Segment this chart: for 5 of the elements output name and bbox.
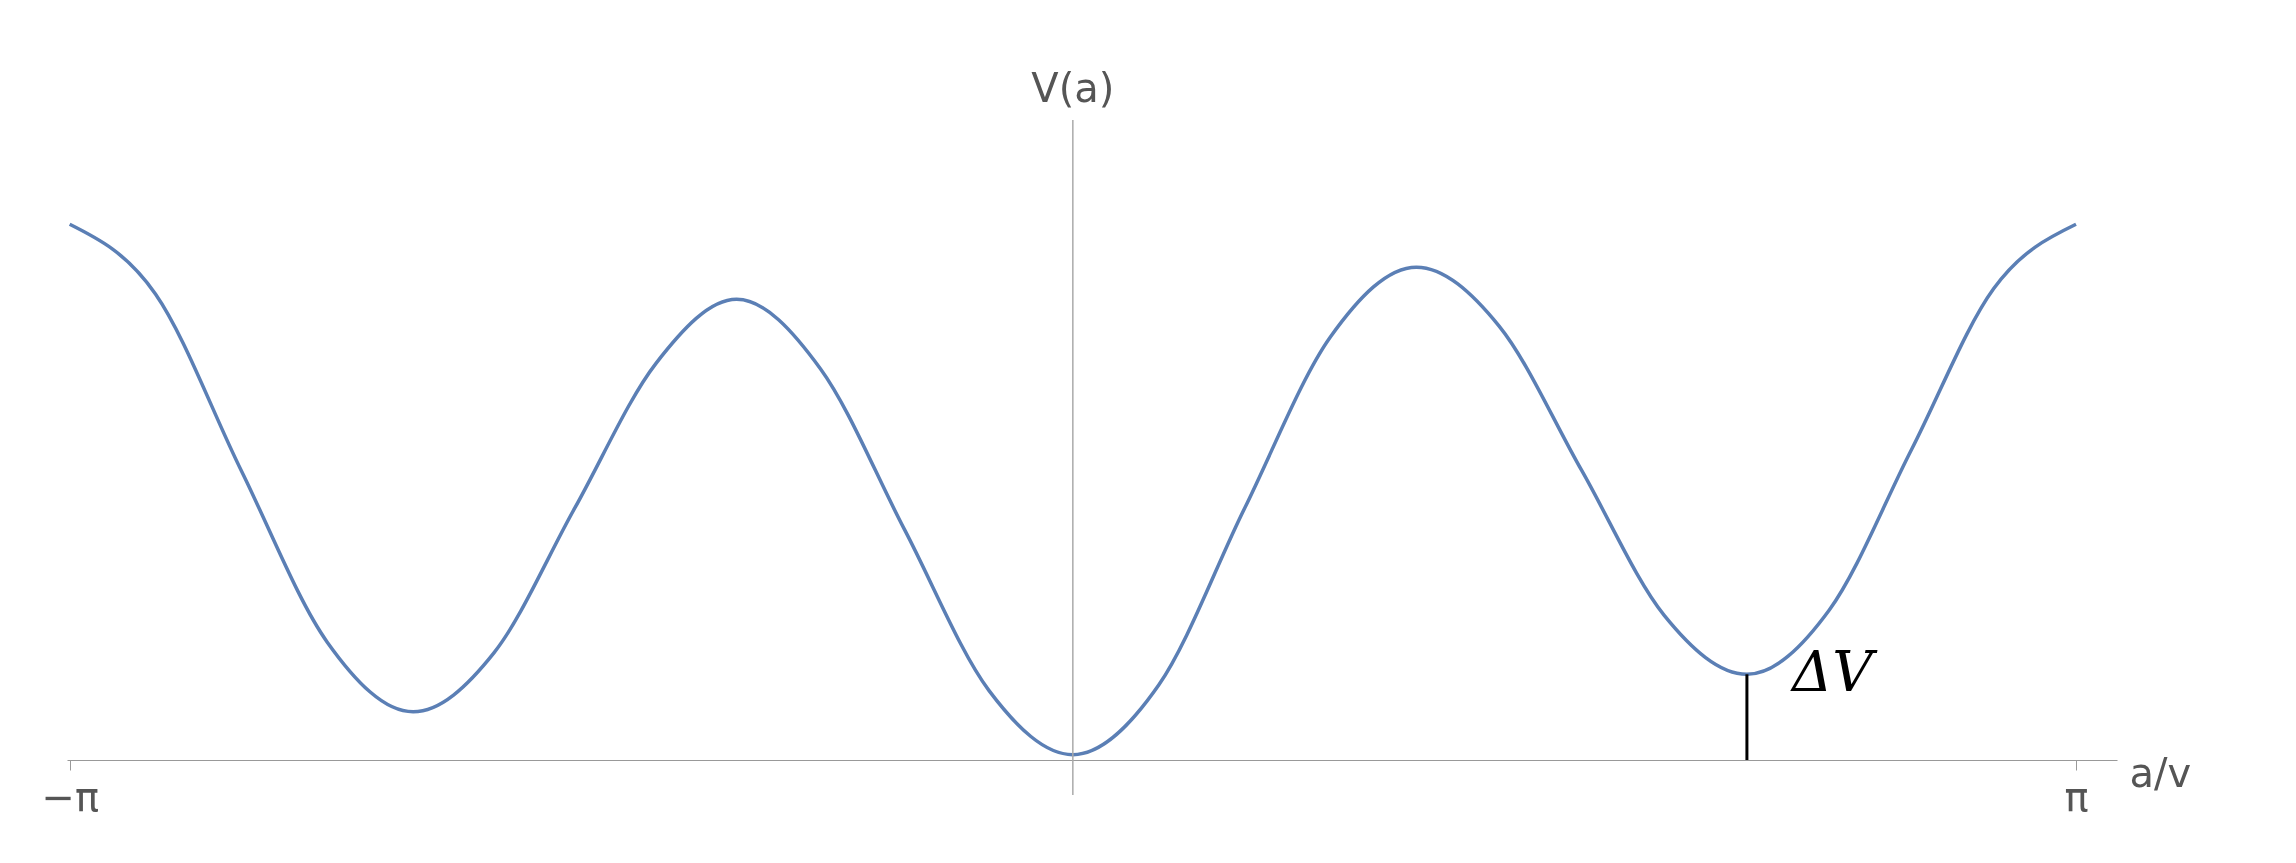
x-tick-label: −π [41,773,99,820]
x-tick-label: π [2064,773,2089,820]
x-axis-title: a/v [2129,749,2192,796]
annotation: ΔV [1789,639,1879,705]
y-axis-title: V(a) [1031,65,1115,111]
